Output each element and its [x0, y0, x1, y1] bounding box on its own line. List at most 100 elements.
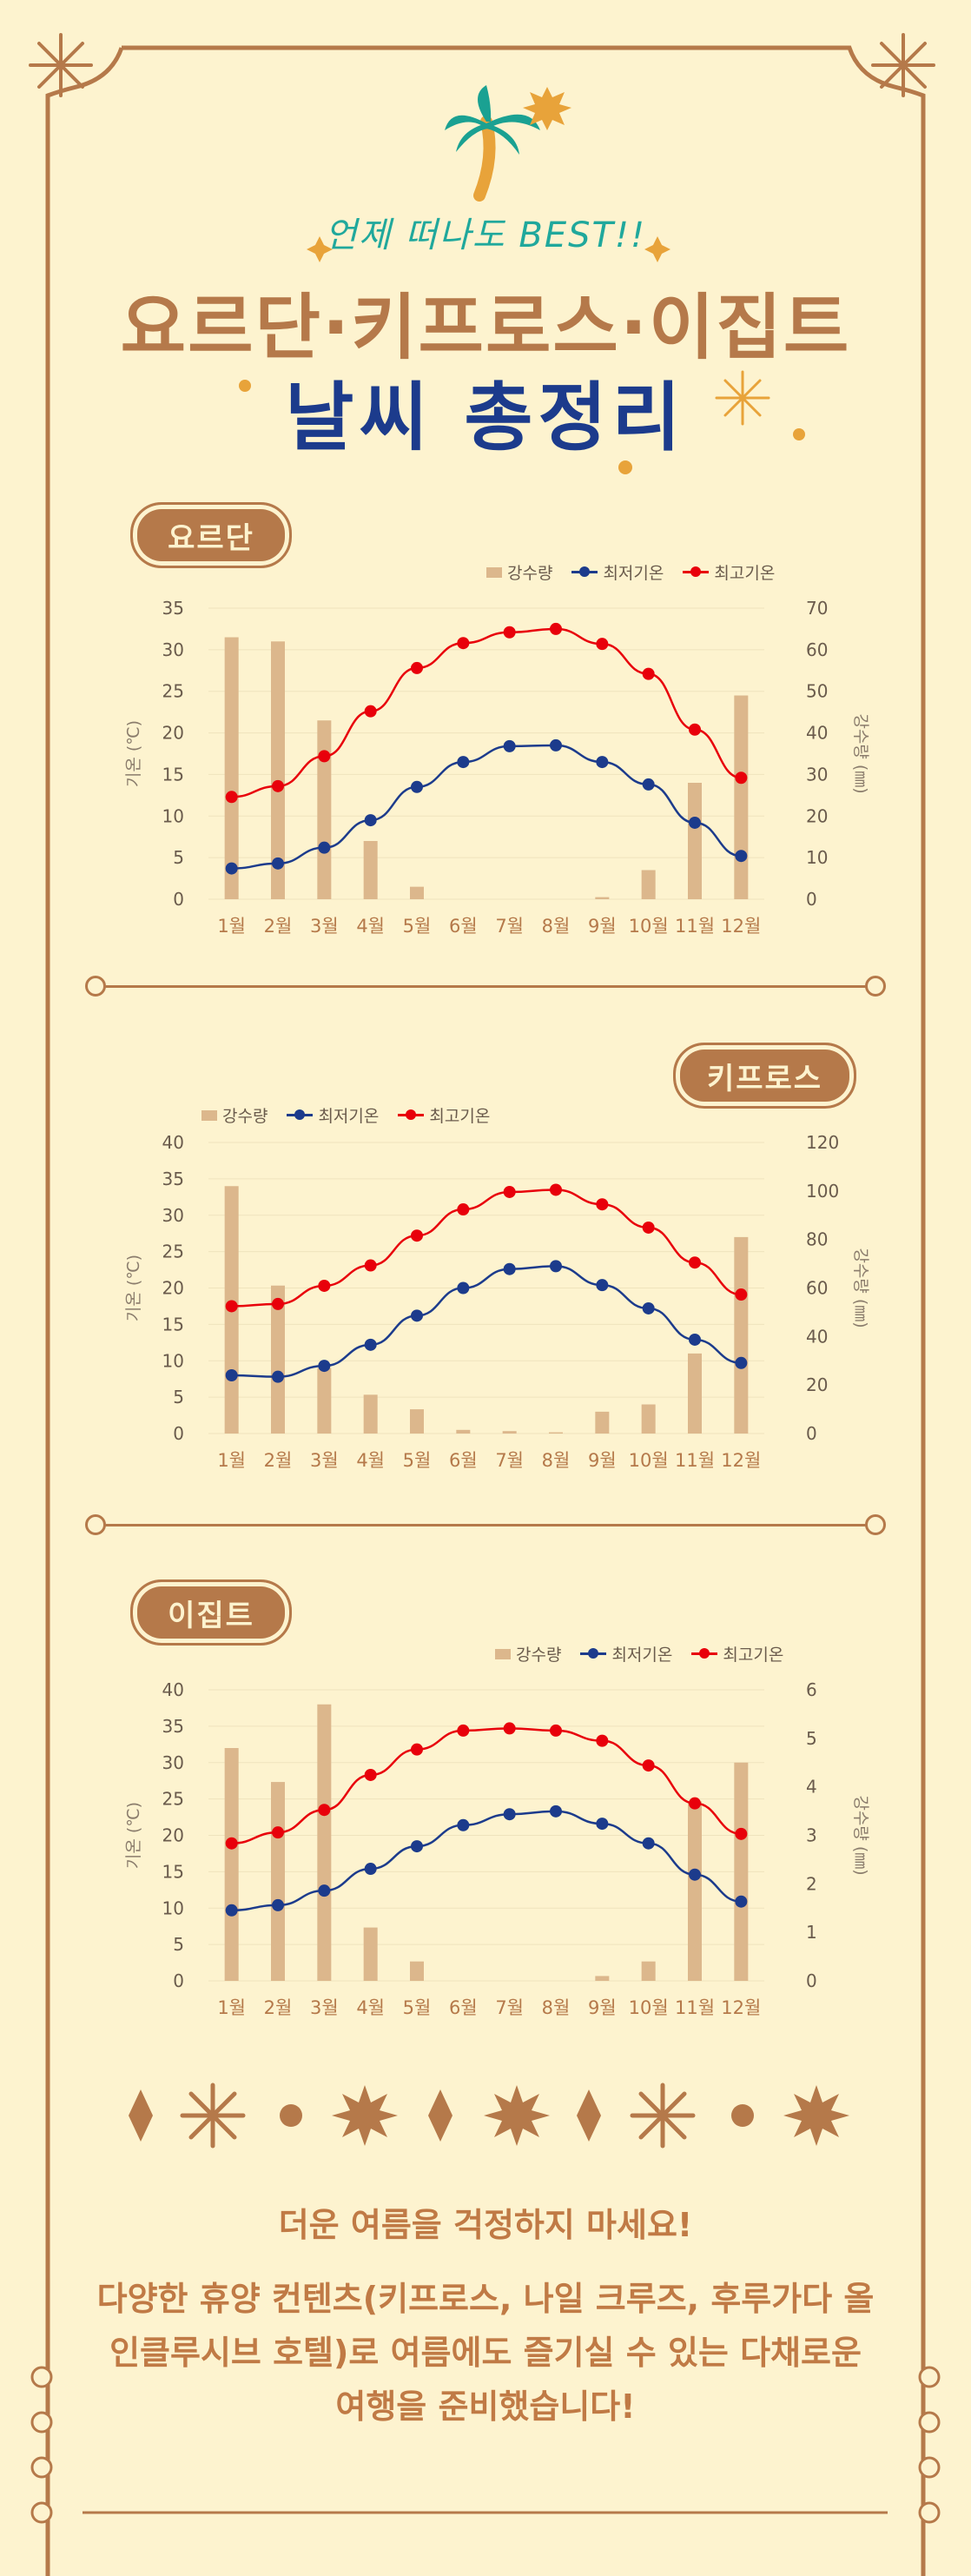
sun-icon [523, 87, 571, 130]
series-point [411, 661, 423, 674]
series-point [411, 1309, 423, 1322]
series-point [272, 779, 284, 792]
y-tick-label: 20 [162, 1278, 184, 1299]
series-point [411, 1743, 423, 1756]
y-tick-label: 20 [162, 723, 184, 744]
series-point [457, 637, 470, 650]
badge-jordan: 요르단 [130, 502, 292, 568]
series-line [231, 1727, 742, 1844]
y2-tick-label: 0 [806, 889, 817, 910]
y-tick-label: 40 [162, 1679, 184, 1700]
chart-cyprus: 0 5 10 15 20 25 30 35 40 0 20 40 60 80 100 120 기온 (℃) 강수량… [124, 1132, 870, 1471]
series-point [503, 626, 516, 639]
series-point [225, 1837, 238, 1850]
section-divider [87, 1524, 884, 1526]
x-tick-label: 9월 [588, 916, 617, 937]
series-point [272, 1297, 284, 1310]
series-point [225, 1904, 238, 1917]
precip-bar [549, 1432, 563, 1434]
series-point [457, 756, 470, 769]
x-tick-label: 2월 [264, 916, 293, 937]
y-tick-label: 20 [162, 1825, 184, 1846]
series-point [642, 1221, 655, 1234]
series-point [364, 814, 377, 827]
legend-item-max: 최고기온 [691, 1642, 783, 1665]
precip-bar [224, 1748, 239, 1981]
y-tick-label: 30 [162, 1205, 184, 1226]
x-tick-label: 5월 [403, 916, 432, 937]
sparkle-left-icon [307, 236, 333, 262]
y-tick-label: 0 [173, 889, 184, 910]
x-tick-label: 1월 [217, 916, 246, 937]
series-point [735, 1827, 748, 1840]
series-point [225, 791, 238, 804]
series-point [364, 1338, 377, 1351]
series-point [689, 1868, 701, 1881]
x-tick-label: 7월 [495, 1997, 524, 2018]
y2-tick-label: 0 [806, 1423, 817, 1444]
x-tick-label: 3월 [310, 916, 339, 937]
y2-tick-label: 10 [806, 847, 828, 868]
diamond-icon [577, 2089, 601, 2142]
series-point [550, 1724, 562, 1737]
x-tick-label: 1월 [217, 1450, 246, 1471]
series-point [550, 1183, 562, 1196]
series-point [272, 857, 284, 870]
circle-icon [280, 2104, 302, 2127]
series-point [318, 1804, 331, 1817]
series-point [735, 1288, 748, 1301]
y-tick-label: 5 [173, 1387, 184, 1407]
y2-tick-label: 6 [806, 1679, 817, 1700]
precip-bar [410, 1961, 424, 1981]
y2-tick-label: 80 [806, 1229, 828, 1250]
series-point [411, 1840, 423, 1853]
y2-tick-label: 40 [806, 1326, 828, 1347]
precip-bar [271, 1285, 285, 1434]
gold-dot-icon [618, 460, 632, 474]
series-point [457, 1724, 470, 1737]
legend-item-precip: 강수량 [495, 1642, 561, 1665]
precip-bar [317, 720, 332, 899]
series-point [596, 1734, 609, 1747]
series-point [457, 1281, 470, 1295]
burst-icon [332, 2085, 398, 2146]
x-tick-label: 6월 [449, 1450, 478, 1471]
x-tick-label: 5월 [403, 1450, 432, 1471]
page-subtitle: 날씨 총정리 [285, 374, 686, 461]
series-point [642, 1837, 655, 1850]
footer-text: 다양한 휴양 컨텐츠(키프로스, 나일 크루즈, 후루가다 올 인클루시브 호텔… [0, 2272, 971, 2434]
x-tick-label: 9월 [588, 1450, 617, 1471]
x-tick-label: 12월 [721, 1997, 761, 2018]
y-tick-label: 40 [162, 1132, 184, 1153]
precip-bar [271, 641, 285, 899]
y2-tick-label: 60 [806, 1278, 828, 1299]
chart-egypt: 0 5 10 15 20 25 30 35 40 0 1 2 3 4 5 6 기온 (℃) 강수량 (㎜) 1월 2월… [124, 1679, 870, 2018]
precip-bar [363, 1927, 378, 1981]
x-tick-label: 8월 [542, 916, 571, 937]
y-tick-label: 5 [173, 847, 184, 868]
y-tick-label: 25 [162, 681, 184, 702]
precip-bar [410, 886, 424, 899]
divider-end-dot [865, 1514, 886, 1535]
x-tick-label: 8월 [542, 1450, 571, 1471]
y-tick-label: 5 [173, 1934, 184, 1955]
y-tick-label: 10 [162, 1350, 184, 1371]
y-tick-label: 35 [162, 1716, 184, 1737]
y-tick-label: 25 [162, 1242, 184, 1262]
legend-item-min: 최저기온 [287, 1103, 379, 1127]
series-point [364, 1863, 377, 1876]
series-point [503, 1722, 516, 1735]
precip-bar [502, 1431, 517, 1434]
series-point [318, 1360, 331, 1373]
footer-line: 여행을 준비했습니다! [335, 2387, 636, 2426]
precip-bar [595, 1976, 610, 1981]
precip-bar [224, 637, 239, 899]
x-tick-label: 11월 [675, 1450, 715, 1471]
sparkle-right-icon [644, 236, 670, 262]
y2-tick-label: 20 [806, 1374, 828, 1395]
series-line [231, 1189, 742, 1308]
footer-heading: 더운 여름을 걱정하지 마세요! [278, 2206, 693, 2244]
y-axis-label: 기온 (℃) [124, 1802, 143, 1869]
series-point [735, 1356, 748, 1369]
x-tick-label: 10월 [629, 916, 669, 937]
